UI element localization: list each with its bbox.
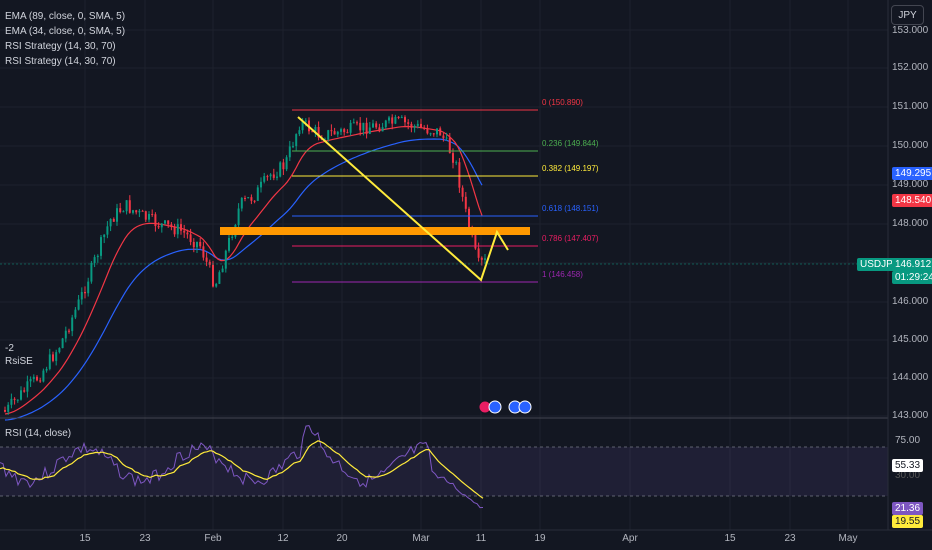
price-tick: 149.000: [892, 179, 929, 190]
ema34-price-badge: 148.540: [892, 194, 932, 207]
rsi-legend[interactable]: RSI (14, close): [5, 428, 72, 439]
time-tick: Feb: [204, 533, 222, 544]
price-tick: 148.000: [892, 218, 929, 229]
fib-level-label: 0.236 (149.844): [542, 139, 599, 148]
us-flag-event-icon: [518, 400, 532, 414]
legend-ema89[interactable]: EMA (89, close, 0, SMA, 5): [5, 11, 126, 22]
price-tick: 152.000: [892, 62, 929, 73]
fib-level-label: 0 (150.890): [542, 98, 583, 107]
legend-rsi-strategy[interactable]: RSI Strategy (14, 30, 70): [5, 41, 116, 52]
ema-89-line: [4, 138, 483, 421]
price-tick: 144.000: [892, 372, 929, 383]
strategy-signal-value: -2: [5, 343, 14, 354]
support-zone[interactable]: [220, 227, 530, 235]
ema89-price-badge: 149.295: [892, 167, 932, 180]
candlesticks: [4, 114, 486, 415]
time-tick: 23: [784, 533, 796, 544]
time-tick: 23: [139, 533, 151, 544]
legend-ema34[interactable]: EMA (34, close, 0, SMA, 5): [5, 26, 126, 37]
price-tick: 146.000: [892, 296, 929, 307]
trend-projection-line[interactable]: [297, 116, 509, 282]
countdown-badge: 01:29:24: [892, 271, 932, 284]
ema-34-line: [4, 125, 483, 415]
legend-rsi-strategy[interactable]: RSI Strategy (14, 30, 70): [5, 56, 116, 67]
fib-level-label: 1 (146.458): [542, 270, 583, 279]
price-tick: 145.000: [892, 334, 929, 345]
currency-button[interactable]: JPY: [891, 5, 924, 25]
rsi-value-badge: 55.33: [892, 459, 924, 472]
rsi-tick: 75.00: [895, 435, 921, 446]
fib-level-label: 0.618 (148.151): [542, 204, 599, 213]
time-tick: May: [838, 533, 858, 544]
time-tick: 11: [475, 533, 487, 544]
time-tick: 15: [79, 533, 91, 544]
rsi-line-badge: 21.36: [892, 502, 924, 515]
time-tick: 19: [534, 533, 546, 544]
time-tick: 20: [336, 533, 348, 544]
rsi-band: [0, 447, 888, 496]
rsi-tick: 30.00: [895, 470, 921, 481]
fib-level-label: 0.382 (149.197): [542, 164, 599, 173]
price-tick: 151.000: [892, 101, 929, 112]
indicator-legend: EMA (89, close, 0, SMA, 5) EMA (34, clos…: [5, 9, 125, 69]
time-tick: 15: [724, 533, 736, 544]
time-tick: Mar: [412, 533, 430, 544]
fib-level-label: 0.786 (147.407): [542, 234, 599, 243]
time-tick: 12: [277, 533, 289, 544]
us-flag-event-icon: [488, 400, 502, 414]
rsi-ma-badge: 19.55: [892, 515, 924, 528]
last-price-badge: 146.912: [892, 258, 932, 271]
price-tick: 150.000: [892, 140, 929, 151]
price-tick: 153.000: [892, 25, 929, 36]
strategy-signal-name: RsiSE: [5, 356, 33, 367]
time-tick: Apr: [622, 533, 638, 544]
fibonacci-retracement[interactable]: 0 (150.890) 0.236 (149.844) 0.382 (149.197…: [292, 98, 599, 283]
price-tick: 143.000: [892, 410, 929, 421]
symbol-badge: USDJPY: [857, 258, 903, 271]
event-icons[interactable]: [478, 400, 532, 414]
rsi-line: [0, 425, 484, 509]
